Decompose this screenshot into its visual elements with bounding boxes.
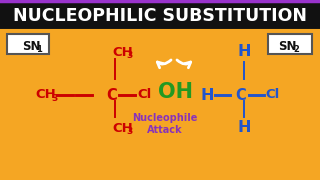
Text: Nucleophile: Nucleophile [132, 113, 198, 123]
Text: Cl: Cl [265, 89, 279, 102]
Text: Cl: Cl [137, 89, 151, 102]
Text: CH: CH [112, 46, 133, 58]
Text: H: H [237, 44, 251, 60]
Text: OH: OH [158, 82, 193, 102]
Text: NUCLEOPHILIC SUBSTITUTION: NUCLEOPHILIC SUBSTITUTION [13, 7, 307, 25]
Text: H: H [237, 120, 251, 134]
Text: SN: SN [278, 39, 297, 53]
Text: CH: CH [112, 122, 133, 134]
Bar [0, 0, 320, 30]
Text: H: H [200, 87, 214, 102]
Text: 1: 1 [36, 45, 42, 54]
Text: C: C [107, 87, 117, 102]
Text: SN: SN [22, 39, 41, 53]
Text: 3: 3 [51, 94, 57, 103]
Text: 3: 3 [126, 127, 132, 136]
Bar [7, 34, 49, 54]
Text: C: C [236, 87, 246, 102]
Text: CH: CH [35, 89, 56, 102]
Text: 3: 3 [126, 51, 132, 60]
Bar [268, 34, 312, 54]
Text: Attack: Attack [147, 125, 183, 135]
Text: 2: 2 [293, 45, 299, 54]
